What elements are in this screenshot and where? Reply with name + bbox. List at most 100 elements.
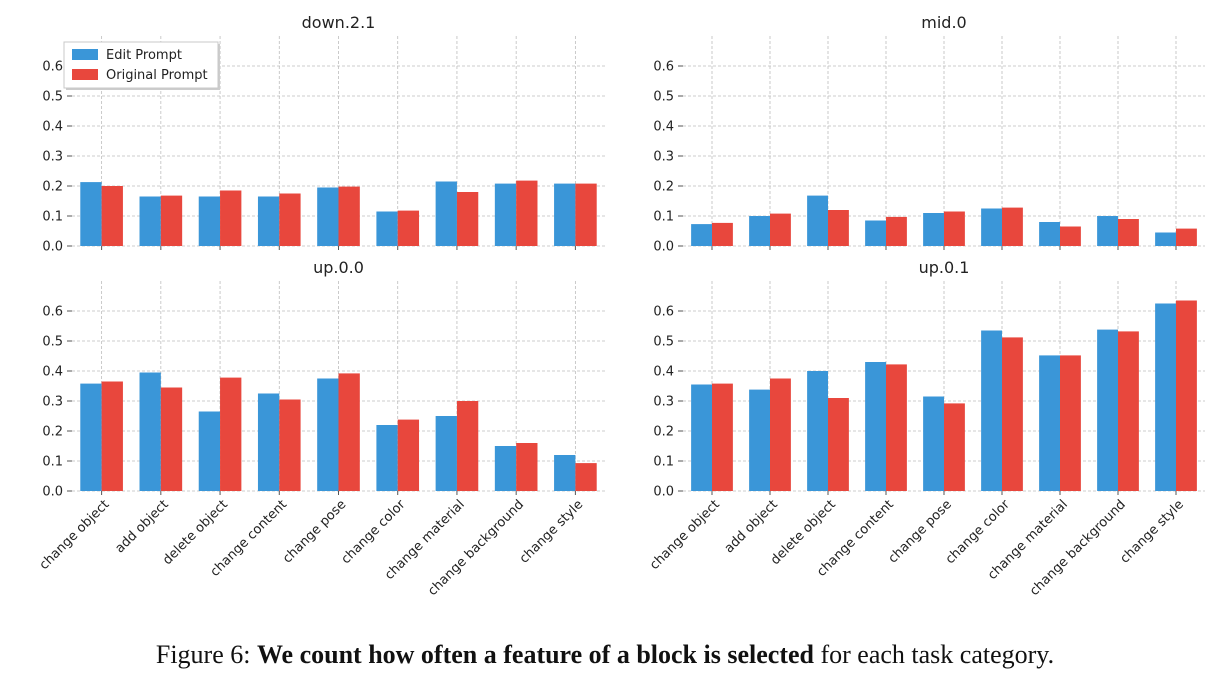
bar-edit-1 [80,182,102,246]
y-tick-label: 0.0 [42,485,63,500]
bar-original-6 [397,419,420,491]
figure-caption: Figure 6: We count how often a feature o… [0,640,1210,670]
bar-edit-2 [749,216,770,246]
bar-edit-7 [435,181,457,246]
figure-chart-grid: 0.0 0.1 0.2 0.3 0.4 0.5 0.6 down.2.1 Edit Prompt… [37,13,1205,599]
y-tick-label: 0.4 [653,365,674,380]
y-tick-label: 0.6 [653,305,674,320]
caption-rest: for each task category. [820,640,1055,669]
bar-original-3 [828,210,849,246]
bar-original-1 [101,186,123,246]
bar-edit-1 [691,224,712,246]
bar-original-2 [160,195,183,246]
y-tick-label: 0.3 [653,150,674,165]
bar-edit-8 [1097,329,1118,491]
bar-edit-4 [257,393,280,491]
y-tick-label: 0.3 [653,395,674,410]
y-tick-label: 0.1 [42,455,63,470]
bar-original-6 [397,210,420,246]
bar-edit-7 [1039,222,1060,246]
bar-original-5 [944,211,965,246]
bar-original-8 [1118,331,1139,491]
chart-panel-1: 0.0 0.1 0.2 0.3 0.4 0.5 0.6 down.2.1 Edit Prompt… [42,13,605,255]
bar-edit-6 [376,425,398,491]
bar-original-2 [770,213,791,246]
y-tick-label: 0.0 [653,485,674,500]
chart-title: up.0.0 [313,258,364,277]
bar-original-8 [516,443,538,491]
bar-edit-2 [749,389,770,491]
bar-edit-2 [139,196,161,246]
chart-title: up.0.1 [919,258,970,277]
bar-edit-9 [554,183,576,246]
legend-swatch-edit [72,49,98,60]
bar-edit-1 [80,383,102,491]
bar-edit-6 [981,208,1002,246]
bar-edit-4 [257,196,280,246]
bar-edit-3 [807,195,828,246]
x-tick-label: add object [112,497,171,556]
bar-edit-3 [198,196,221,246]
bar-original-9 [1176,228,1197,246]
bar-edit-7 [1039,355,1060,491]
bar-edit-8 [1097,216,1118,246]
chart-panel-2: 0.0 0.1 0.2 0.3 0.4 0.5 0.6 mid.0 [653,13,1205,255]
legend: Edit Prompt Original Prompt [63,41,220,90]
bar-original-4 [886,216,907,246]
bar-original-3 [220,190,242,246]
bar-original-7 [1060,355,1081,491]
caption-bold: We count how often a feature of a block … [256,640,814,669]
chart-panel-3: 0.0 0.1 0.2 0.3 0.4 0.5 0.6 up.0.0 change object… [37,258,605,599]
legend-label-edit: Edit Prompt [106,48,182,63]
y-tick-label: 0.2 [653,180,674,195]
bar-edit-6 [376,211,398,246]
x-tick-label: change object [647,497,723,573]
chart-title: down.2.1 [302,13,376,32]
chart-panel-4: 0.0 0.1 0.2 0.3 0.4 0.5 0.6 up.0.1 change object… [647,258,1205,599]
bar-edit-2 [139,372,161,491]
legend-label-original: Original Prompt [106,68,208,83]
bar-original-2 [160,387,183,491]
y-tick-label: 0.5 [42,335,63,350]
y-tick-label: 0.0 [42,240,63,255]
y-tick-label: 0.3 [42,395,63,410]
x-tick-label: change background [1027,497,1129,599]
bar-original-1 [712,222,733,246]
y-tick-label: 0.1 [653,455,674,470]
bar-edit-6 [981,330,1002,491]
bar-edit-5 [923,396,944,491]
bar-original-2 [770,378,791,491]
y-tick-label: 0.6 [42,305,63,320]
y-tick-label: 0.0 [653,240,674,255]
bar-original-5 [338,373,360,491]
bar-original-4 [279,399,301,491]
bar-original-6 [1002,207,1023,246]
bar-original-7 [456,401,479,491]
y-tick-label: 0.2 [653,425,674,440]
bar-original-4 [279,193,301,246]
chart-title: mid.0 [921,13,966,32]
bar-edit-8 [494,183,517,246]
bar-original-4 [886,364,907,491]
bar-edit-5 [317,187,339,246]
y-tick-label: 0.5 [653,90,674,105]
bar-edit-3 [198,411,221,491]
bar-original-5 [944,403,965,491]
bar-original-3 [828,398,849,491]
bar-original-1 [101,381,123,491]
bar-edit-9 [554,455,576,491]
y-tick-label: 0.5 [42,90,63,105]
y-tick-label: 0.6 [42,60,63,75]
bar-edit-5 [923,213,944,246]
y-tick-label: 0.2 [42,180,63,195]
bar-edit-1 [691,384,712,491]
bar-edit-8 [494,446,517,491]
bar-edit-4 [865,220,886,246]
y-tick-label: 0.4 [42,365,63,380]
bar-original-1 [712,383,733,491]
bar-edit-5 [317,378,339,491]
bar-edit-7 [435,416,457,491]
y-tick-label: 0.2 [42,425,63,440]
y-tick-label: 0.4 [653,120,674,135]
x-tick-label: change object [37,497,113,573]
